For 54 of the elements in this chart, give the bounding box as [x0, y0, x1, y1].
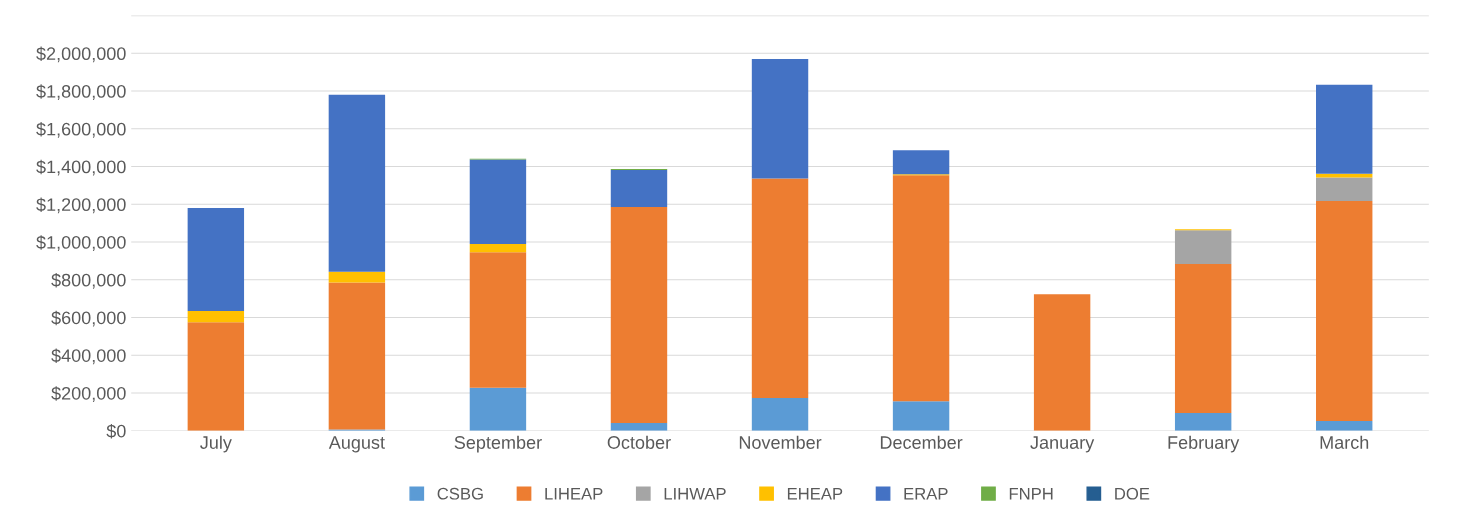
x-tick-label: March	[1320, 435, 1369, 449]
x-tick-label: February	[1168, 435, 1240, 453]
bar	[1316, 420, 1373, 431]
x-tick-label: September	[454, 435, 542, 453]
x-tick-label: October	[607, 435, 671, 449]
bar	[892, 401, 950, 431]
legend-label: EHEAP	[787, 487, 843, 500]
legend-label: LIHEAP	[545, 487, 603, 500]
y-tick-label: $1,800,000	[36, 84, 126, 100]
bar	[610, 206, 668, 424]
bar	[751, 58, 809, 179]
legend-label: ERAP	[904, 487, 948, 500]
bar	[469, 252, 527, 388]
bar	[187, 310, 245, 323]
bar	[328, 282, 386, 430]
bar	[751, 397, 809, 431]
y-tick-label: $600,000	[51, 310, 126, 327]
bar	[1316, 201, 1373, 421]
bar	[610, 423, 668, 431]
bar	[751, 178, 809, 398]
y-tick-label: $1,200,000	[36, 197, 126, 214]
bar	[1174, 263, 1232, 414]
bar	[1033, 294, 1091, 431]
y-tick-label: $1,400,000	[36, 159, 126, 176]
bar	[328, 94, 386, 272]
x-tick-label: January	[1030, 436, 1095, 453]
bar	[1174, 413, 1232, 431]
bar	[610, 169, 668, 207]
x-tick-label: November	[739, 435, 822, 449]
bar	[328, 271, 386, 283]
x-tick-label: July	[200, 435, 232, 453]
legend-label: FNPH	[1009, 487, 1053, 500]
y-tick-label: $800,000	[51, 272, 126, 289]
bar	[469, 244, 527, 253]
y-tick-label: $0	[106, 423, 126, 439]
bar	[892, 150, 950, 175]
bar	[1174, 230, 1232, 264]
x-tick-label: December	[880, 435, 963, 449]
bar	[469, 387, 527, 431]
bar	[187, 207, 245, 311]
y-tick-label: $1,600,000	[36, 121, 126, 138]
bar	[892, 175, 950, 402]
legend-label: DOE	[1115, 487, 1150, 500]
x-tick-label: August	[328, 436, 385, 453]
y-tick-label: $400,000	[51, 348, 126, 365]
legend-label: CSBG	[437, 487, 483, 500]
bar	[469, 159, 527, 245]
y-tick-label: $2,000,000	[36, 46, 126, 63]
y-tick-label: $1,000,000	[36, 235, 126, 251]
legend-label: LIHWAP	[664, 487, 726, 500]
bar	[1316, 84, 1373, 174]
y-tick-label: $200,000	[51, 386, 126, 402]
bar	[187, 322, 245, 431]
bar	[1316, 177, 1373, 202]
